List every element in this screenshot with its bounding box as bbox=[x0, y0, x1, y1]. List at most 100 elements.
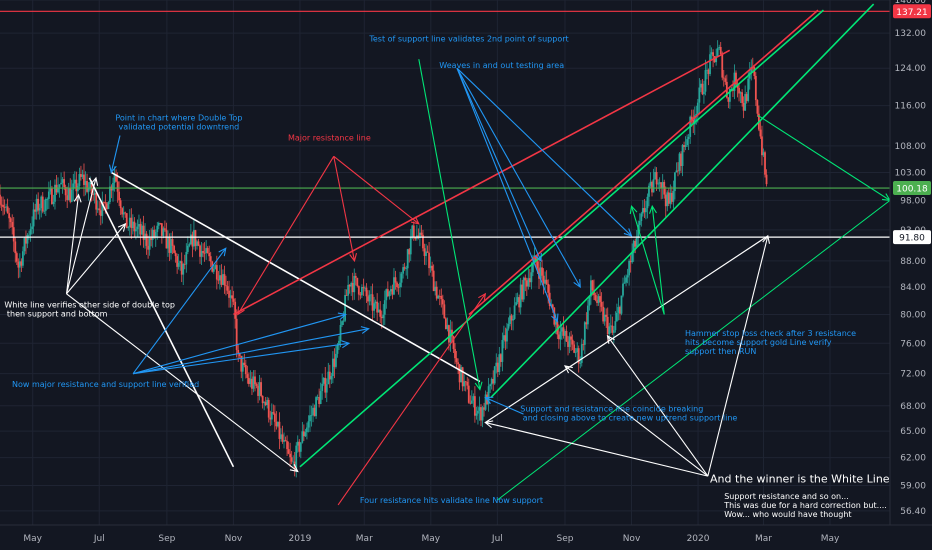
candle-body bbox=[620, 295, 623, 314]
candle-body bbox=[193, 230, 195, 247]
candle-body bbox=[761, 136, 763, 156]
annotation-arrow bbox=[485, 422, 708, 477]
candle-body bbox=[594, 295, 597, 301]
candle-body bbox=[380, 316, 383, 319]
x-tick-label: Mar bbox=[755, 534, 772, 544]
candle-body bbox=[586, 305, 589, 325]
annotation-line: validated potential downtrend bbox=[118, 122, 239, 131]
candle-body bbox=[301, 431, 304, 443]
candle-body bbox=[335, 353, 337, 367]
candle-body bbox=[322, 377, 325, 384]
candle-body bbox=[645, 208, 647, 213]
candle-body bbox=[105, 203, 108, 210]
candle-body bbox=[400, 273, 403, 283]
annotation-arrow bbox=[237, 156, 335, 315]
candle-body bbox=[444, 318, 447, 330]
candle-body bbox=[551, 304, 554, 308]
candle-body bbox=[646, 196, 649, 209]
candle-body bbox=[518, 297, 521, 308]
candle-body bbox=[165, 229, 168, 249]
candle-body bbox=[78, 174, 81, 186]
candle-body bbox=[119, 200, 122, 209]
candle-body bbox=[670, 192, 673, 202]
candle-body bbox=[596, 300, 598, 303]
candle-body bbox=[295, 445, 298, 469]
x-tick-label: Mar bbox=[356, 534, 373, 544]
candle-body bbox=[307, 421, 310, 428]
candle-body bbox=[118, 191, 121, 201]
candle-body bbox=[699, 83, 702, 88]
candle-body bbox=[252, 376, 255, 389]
horizontal-lines-layer bbox=[0, 10, 890, 238]
candle-body bbox=[61, 179, 64, 183]
annotation-line: White line verifies other side of double… bbox=[4, 300, 175, 309]
candle-body bbox=[269, 417, 272, 420]
candle-body bbox=[162, 228, 165, 236]
annotation-line: Support resistance and so on... bbox=[724, 492, 849, 501]
candle-body bbox=[666, 192, 669, 207]
y-tick-label: 124.00 bbox=[895, 64, 927, 74]
arrow-head bbox=[563, 365, 573, 374]
candle-body bbox=[538, 268, 540, 279]
candle-body bbox=[278, 421, 281, 439]
candle-body bbox=[457, 362, 459, 365]
candle-body bbox=[70, 189, 73, 202]
annotation-text: Support resistance and so on... This was … bbox=[723, 492, 887, 519]
candle-body bbox=[654, 172, 656, 180]
candle-body bbox=[467, 385, 470, 403]
candle-body bbox=[312, 407, 314, 416]
candle-body bbox=[622, 283, 624, 296]
candle-body bbox=[655, 172, 658, 185]
candle-body bbox=[84, 180, 87, 185]
annotation-line: Weaves in and out testing area bbox=[439, 61, 564, 70]
candle-body bbox=[574, 352, 577, 353]
candle-body bbox=[762, 152, 765, 156]
candle-body bbox=[696, 102, 699, 114]
candle-body bbox=[619, 307, 621, 314]
y-tick-label: 103.00 bbox=[895, 168, 927, 178]
candle-body bbox=[220, 275, 223, 285]
candle-body bbox=[145, 233, 148, 246]
candle-body bbox=[727, 97, 730, 102]
candle-body bbox=[692, 119, 695, 125]
candle-body bbox=[109, 186, 111, 203]
x-axis-panel bbox=[0, 525, 932, 550]
candle-body bbox=[715, 56, 718, 63]
arrow-head bbox=[762, 234, 771, 244]
candle-body bbox=[122, 212, 125, 215]
candle-body bbox=[362, 287, 365, 289]
candle-body bbox=[251, 378, 253, 389]
candle-body bbox=[461, 367, 464, 387]
annotation-arrow bbox=[337, 293, 486, 506]
candle-body bbox=[640, 213, 643, 221]
candle-body bbox=[686, 139, 689, 146]
candle-body bbox=[115, 173, 117, 182]
trend-line bbox=[233, 49, 731, 316]
candle-body bbox=[266, 399, 269, 406]
candle-body bbox=[399, 282, 401, 288]
candle-body bbox=[188, 244, 191, 246]
candle-body bbox=[113, 173, 116, 183]
y-tick-label: 59.00 bbox=[900, 482, 926, 492]
annotation-text: Hammer stop loss check after 3 resistanc… bbox=[685, 329, 856, 356]
candle-body bbox=[612, 330, 615, 333]
annotation-line: Test of support line validates 2nd point… bbox=[368, 35, 568, 44]
candle-body bbox=[490, 378, 493, 385]
candle-body bbox=[684, 145, 687, 147]
candle-body bbox=[164, 228, 166, 230]
candle-body bbox=[658, 182, 661, 184]
candle-body bbox=[14, 241, 17, 254]
candle-body bbox=[8, 213, 11, 219]
candle-body bbox=[443, 304, 446, 319]
candle-body bbox=[261, 395, 264, 404]
candle-body bbox=[754, 75, 757, 101]
candle-body bbox=[69, 188, 72, 202]
trend-line bbox=[497, 200, 891, 501]
candle-body bbox=[669, 192, 672, 204]
candle-body bbox=[632, 240, 635, 253]
candle-body bbox=[159, 222, 162, 224]
candle-body bbox=[214, 265, 217, 269]
candle-body bbox=[533, 255, 536, 263]
candle-body bbox=[681, 145, 684, 166]
